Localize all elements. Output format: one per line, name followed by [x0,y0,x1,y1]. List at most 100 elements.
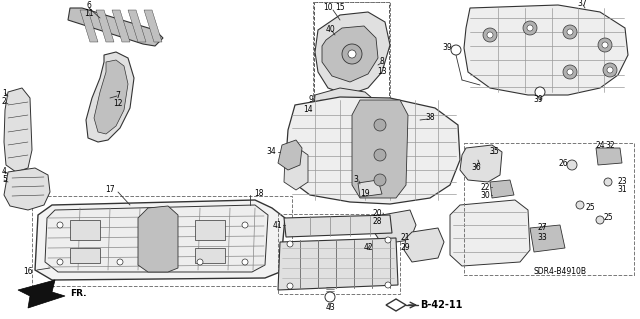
Circle shape [596,216,604,224]
Polygon shape [352,100,408,198]
Bar [278,214,400,294]
Text: 25: 25 [585,204,595,212]
Circle shape [527,25,533,31]
Circle shape [563,25,577,39]
Text: 32: 32 [605,140,615,150]
Polygon shape [138,206,178,272]
Text: 26: 26 [558,159,568,167]
Circle shape [604,178,612,186]
Polygon shape [404,228,444,262]
Polygon shape [86,52,134,142]
Circle shape [325,292,335,302]
Text: 33: 33 [537,233,547,241]
Text: 24: 24 [595,140,605,150]
Polygon shape [374,210,416,244]
Text: 38: 38 [425,114,435,122]
Polygon shape [195,220,225,240]
Circle shape [535,87,545,97]
Polygon shape [112,10,130,42]
Text: 42: 42 [363,243,373,253]
Text: 8: 8 [380,57,385,66]
Polygon shape [70,248,100,263]
Circle shape [598,38,612,52]
Polygon shape [94,60,128,134]
Text: 27: 27 [537,224,547,233]
Polygon shape [596,148,622,165]
Polygon shape [450,200,530,266]
Polygon shape [322,26,378,82]
Text: 29: 29 [401,242,410,251]
Polygon shape [144,10,162,42]
Polygon shape [4,88,32,172]
Bar [314,2,389,137]
Circle shape [567,69,573,75]
Text: 43: 43 [325,302,335,311]
Text: SDR4-B4910B: SDR4-B4910B [534,268,586,277]
Circle shape [603,63,617,77]
Bar [313,2,390,137]
Circle shape [567,29,573,35]
Text: 23: 23 [617,177,627,187]
Polygon shape [68,8,163,46]
Circle shape [483,28,497,42]
Polygon shape [284,148,308,190]
Text: 34: 34 [266,147,276,157]
Polygon shape [358,180,382,197]
Text: 11: 11 [84,10,93,19]
Text: 21: 21 [401,234,410,242]
Text: FR.: FR. [70,290,86,299]
Polygon shape [284,215,392,237]
Text: 31: 31 [617,186,627,195]
Text: 19: 19 [360,189,370,197]
Circle shape [563,65,577,79]
Text: 39: 39 [533,95,543,105]
Polygon shape [195,248,225,263]
Circle shape [374,119,386,131]
Text: 30: 30 [480,190,490,199]
Text: 15: 15 [335,3,345,11]
Text: 2: 2 [2,98,7,107]
Text: 41: 41 [273,220,282,229]
Bar [464,143,634,275]
Circle shape [374,174,386,186]
Text: 25: 25 [603,213,613,222]
Polygon shape [278,140,302,170]
Text: 40: 40 [325,26,335,34]
Circle shape [348,50,356,58]
Polygon shape [4,168,50,210]
Polygon shape [80,10,98,42]
Polygon shape [70,220,100,240]
Text: 36: 36 [471,162,481,172]
Text: 20: 20 [372,209,382,218]
Text: 22: 22 [481,182,490,191]
Text: B-42-11: B-42-11 [420,300,462,310]
Circle shape [451,45,461,55]
Polygon shape [278,238,398,290]
Text: 17: 17 [106,186,115,195]
Circle shape [487,32,493,38]
Text: 28: 28 [372,218,382,226]
Polygon shape [315,12,390,95]
Text: 12: 12 [113,100,123,108]
Polygon shape [464,5,628,95]
Circle shape [523,21,537,35]
Polygon shape [314,88,380,136]
Polygon shape [96,10,114,42]
Text: 16: 16 [24,268,33,277]
Circle shape [287,283,293,289]
Text: 5: 5 [2,175,7,184]
Circle shape [342,44,362,64]
Circle shape [242,259,248,265]
Circle shape [607,67,613,73]
Polygon shape [35,200,285,280]
Circle shape [385,237,391,243]
Circle shape [567,160,577,170]
Text: 6: 6 [86,1,92,10]
Circle shape [197,259,203,265]
Polygon shape [530,225,565,252]
Text: 4: 4 [2,167,7,175]
Text: 9: 9 [308,95,313,105]
Text: 14: 14 [303,105,313,114]
Text: 35: 35 [489,147,499,157]
Circle shape [117,259,123,265]
